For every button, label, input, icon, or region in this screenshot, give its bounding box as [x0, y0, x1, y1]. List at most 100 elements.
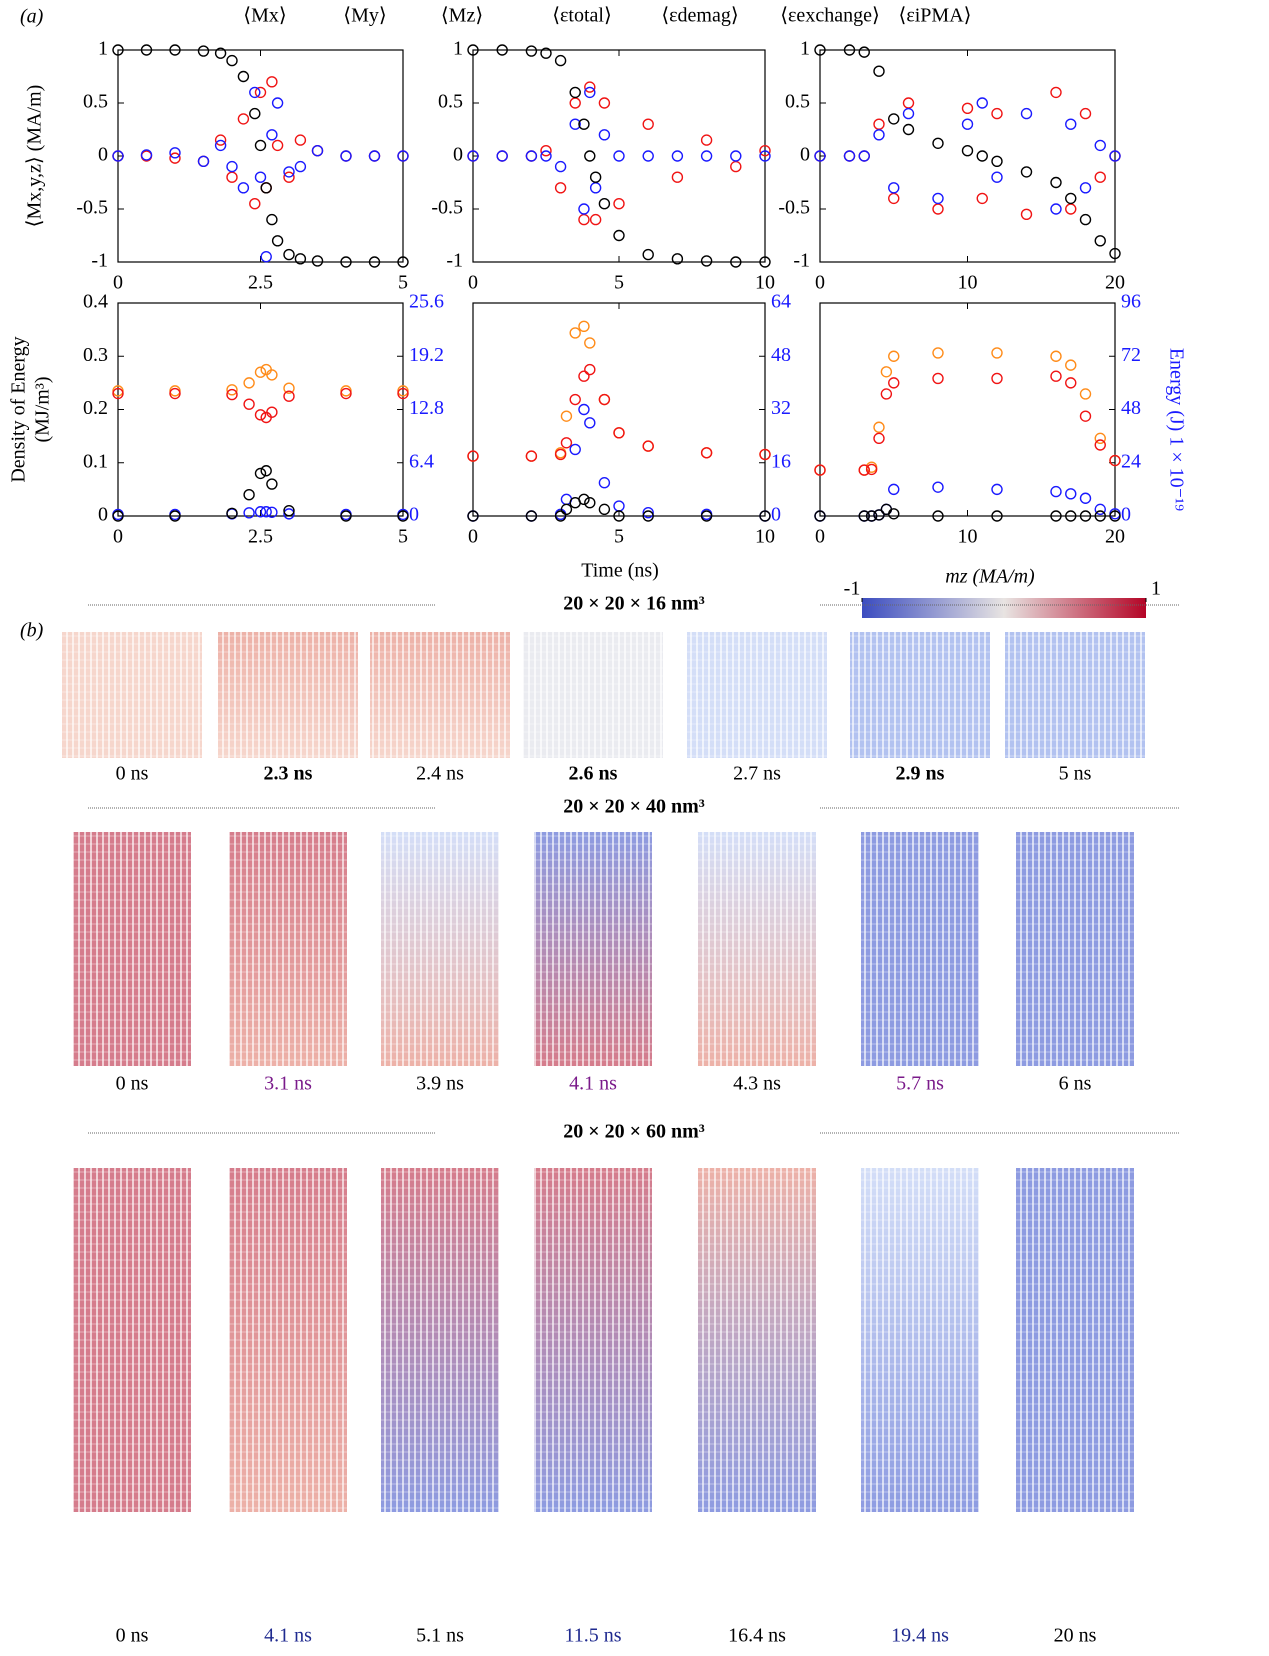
- y2-tick-label: 16: [771, 450, 791, 472]
- data-point: [560, 410, 573, 422]
- data-point: [560, 503, 573, 516]
- data-point: [584, 417, 596, 429]
- data-point: [814, 510, 826, 522]
- data-point: [226, 384, 238, 396]
- x-tick-label: 10: [755, 526, 775, 548]
- data-point: [140, 149, 153, 161]
- data-point: [584, 150, 596, 162]
- data-point: [598, 129, 611, 141]
- data-point: [814, 44, 826, 56]
- y-tick-label: 0.4: [83, 291, 108, 313]
- data-point: [1020, 166, 1033, 178]
- y-tick-label: -1: [446, 250, 463, 272]
- spin-texture: [698, 1168, 816, 1512]
- data-point: [584, 337, 596, 349]
- data-point: [578, 320, 590, 332]
- data-point: [873, 432, 885, 445]
- data-point: [671, 171, 684, 183]
- spin-texture: [62, 632, 202, 758]
- y2-tick-label: 64: [771, 291, 791, 313]
- data-point: [554, 448, 567, 461]
- data-point: [589, 213, 602, 226]
- data-point: [858, 46, 870, 58]
- data-point: [294, 253, 307, 265]
- data-point: [1050, 485, 1062, 498]
- snapshot-label: 0 ns: [116, 1625, 149, 1647]
- data-point: [902, 97, 915, 109]
- data-point: [237, 113, 250, 125]
- data-point: [700, 510, 713, 522]
- data-point: [271, 97, 284, 109]
- data-point: [1050, 510, 1062, 522]
- y-tick-label: 0: [98, 144, 108, 166]
- data-point: [700, 447, 713, 459]
- x-tick-label: 10: [958, 526, 978, 548]
- data-point: [642, 248, 654, 261]
- data-point: [730, 160, 742, 173]
- data-point: [214, 47, 227, 59]
- data-point: [249, 107, 261, 120]
- data-point: [340, 510, 352, 522]
- data-point: [311, 255, 324, 267]
- data-point: [961, 102, 974, 115]
- data-point: [613, 427, 625, 439]
- data-point: [283, 166, 295, 178]
- y2-tick-label: 32: [771, 397, 791, 419]
- data-point: [266, 76, 278, 88]
- x-tick-label: 2.5: [248, 526, 273, 548]
- data-point: [991, 372, 1003, 385]
- y-tick-label: 0: [453, 144, 463, 166]
- data-point: [1094, 171, 1106, 183]
- data-point: [1094, 439, 1106, 451]
- y-tick-label: 0.5: [83, 91, 108, 113]
- data-point: [368, 256, 381, 268]
- y-tick-label: 0.5: [438, 91, 463, 113]
- data-point: [873, 65, 885, 77]
- data-point: [1079, 182, 1092, 194]
- spin-texture: [1016, 832, 1134, 1066]
- data-point: [266, 369, 278, 381]
- data-point: [578, 403, 590, 416]
- y2-tick-label: 12.8: [409, 397, 444, 419]
- spin-texture: [73, 832, 191, 1066]
- data-point: [540, 144, 552, 157]
- data-point: [525, 450, 538, 462]
- data-point: [1065, 359, 1077, 371]
- snapshot-label: 6 ns: [1059, 1073, 1092, 1095]
- spin-texture: [534, 1168, 652, 1512]
- x-tick-label: 5: [398, 272, 408, 294]
- data-point: [214, 134, 227, 146]
- data-point: [226, 171, 238, 183]
- data-point: [1094, 503, 1106, 516]
- data-point: [283, 171, 295, 183]
- y2-tick-label: 48: [771, 344, 791, 366]
- data-point: [858, 464, 870, 476]
- data-point: [260, 506, 272, 518]
- plot-frame: [117, 49, 404, 263]
- data-point: [976, 192, 988, 205]
- spin-texture: [1016, 1168, 1134, 1512]
- y-tick-label: 0: [800, 144, 810, 166]
- snapshot-label: 4.3 ns: [733, 1073, 781, 1095]
- data-point: [525, 150, 538, 162]
- data-point: [932, 192, 944, 205]
- data-point: [991, 155, 1003, 168]
- data-point: [991, 171, 1003, 183]
- data-point: [140, 44, 153, 56]
- data-point: [271, 235, 284, 247]
- snapshot-label: 5.7 ns: [896, 1073, 944, 1095]
- x-tick-label: 0: [468, 272, 478, 294]
- data-point: [554, 54, 567, 67]
- data-point: [540, 47, 552, 59]
- data-point: [1094, 432, 1106, 445]
- y-tick-label: -0.5: [431, 197, 463, 219]
- spin-texture: [861, 832, 979, 1066]
- data-point: [254, 366, 267, 378]
- x-tick-label: 0: [815, 526, 825, 548]
- snapshot-label: 2.9 ns: [896, 763, 945, 785]
- data-point: [1094, 235, 1106, 247]
- data-point: [496, 150, 508, 162]
- snapshot-label: 20 ns: [1054, 1625, 1097, 1647]
- data-point: [642, 150, 654, 162]
